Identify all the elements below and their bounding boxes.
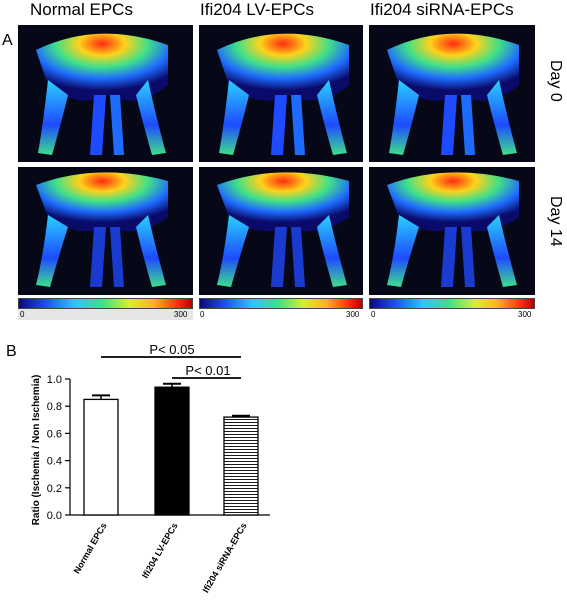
colorbar-normal <box>18 298 193 309</box>
x-tick-label: Normal EPCs <box>72 521 109 575</box>
bar <box>154 386 190 516</box>
perfusion-image-normal-day0 <box>18 25 193 162</box>
colorbar-sirna <box>369 298 535 309</box>
y-axis-label: Ratio (Ischemia / Non Ischemia) <box>31 375 42 526</box>
colorbar-max-sirna: 300 <box>518 310 532 319</box>
y-tick-label: 0.4 <box>47 456 62 468</box>
bar <box>83 398 119 516</box>
significance-label-1: P< 0.05 <box>149 342 194 357</box>
row-label-day0: Day 0 <box>547 60 564 102</box>
panel-a-label: A <box>2 32 13 49</box>
colorbar-max-lv: 300 <box>346 310 360 319</box>
perfusion-image-normal-day14 <box>18 167 193 295</box>
perfusion-image-lv-day14 <box>199 167 363 295</box>
x-tick-label: Ifi204 LV-EPCs <box>140 521 180 580</box>
row-label-day14: Day 14 <box>547 196 564 247</box>
colorbar-lv <box>199 298 363 309</box>
significance-label-2: P< 0.01 <box>185 363 230 378</box>
y-tick-label: 1.0 <box>47 374 62 386</box>
column-title-lv: Ifi204 LV-EPCs <box>200 0 315 19</box>
colorbar-min-normal: 0 <box>20 310 25 319</box>
colorbar-label-strip <box>18 309 193 320</box>
column-title-normal: Normal EPCs <box>30 0 133 19</box>
colorbar-min-sirna: 0 <box>371 310 376 319</box>
y-tick-label: 0.6 <box>47 428 62 440</box>
colorbar-min-lv: 0 <box>200 310 205 319</box>
panel-b-label: B <box>6 343 17 360</box>
bar-chart: Ratio (Ischemia / Non Ischemia) 0.0 0.2 0.… <box>31 342 270 594</box>
y-tick-label: 0.2 <box>47 483 62 495</box>
bar <box>223 416 259 516</box>
y-tick-label: 0.0 <box>47 510 62 522</box>
column-title-sirna: Ifi204 siRNA-EPCs <box>370 0 514 19</box>
perfusion-image-sirna-day0 <box>369 25 535 162</box>
y-tick-label: 0.8 <box>47 401 62 413</box>
perfusion-image-sirna-day14 <box>369 167 535 295</box>
x-tick-label: Ifi204 siRNA-EPCs <box>201 521 249 594</box>
colorbar-max-normal: 300 <box>174 310 188 319</box>
perfusion-image-lv-day0 <box>199 25 363 162</box>
